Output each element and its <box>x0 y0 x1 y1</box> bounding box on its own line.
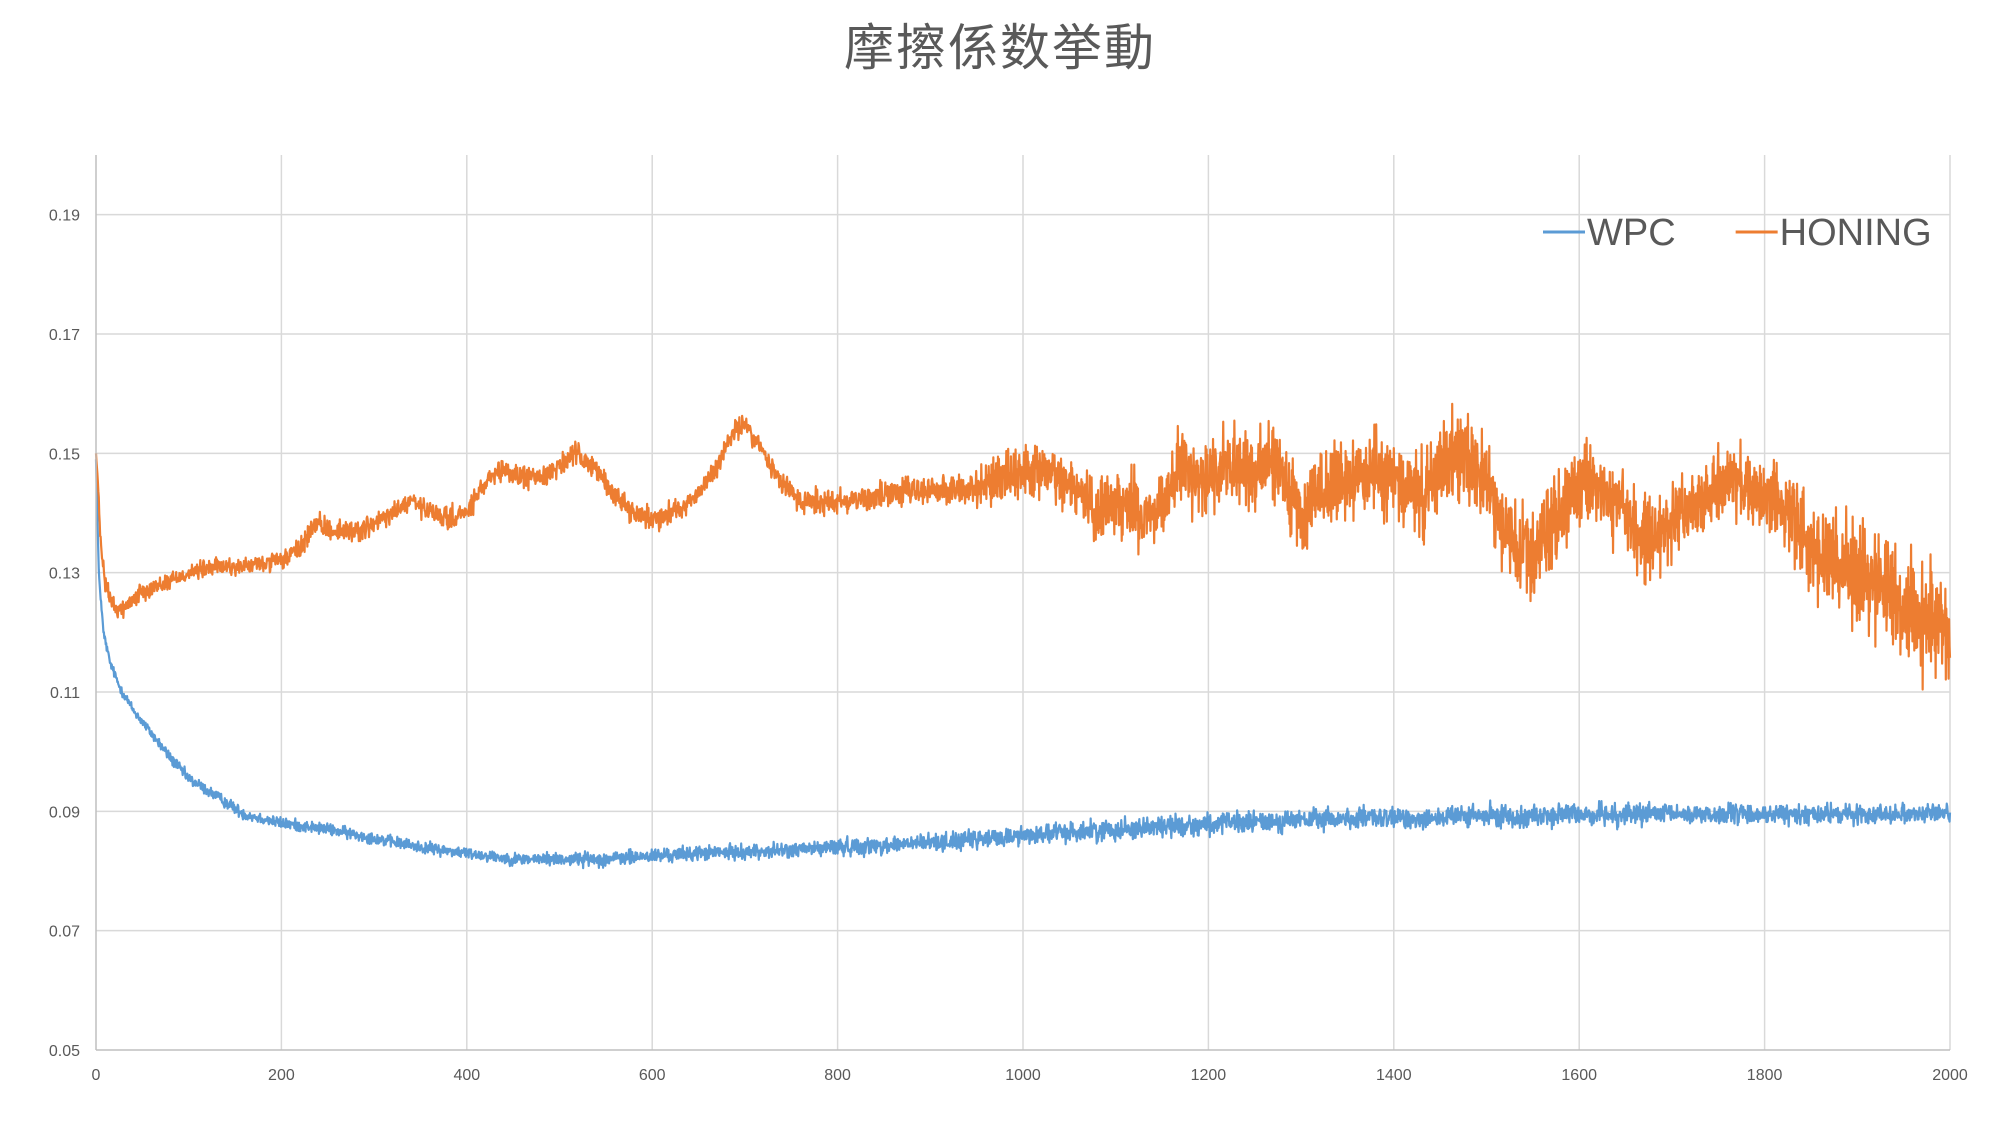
grid-layer <box>96 155 1951 1050</box>
series-line-wpc <box>94 459 1952 870</box>
y-tick-label: 0.17 <box>49 327 80 344</box>
axis-layer <box>95 155 1950 1051</box>
y-tick-label: 0.11 <box>50 685 80 702</box>
x-tick-label: 1800 <box>1747 1067 1783 1084</box>
y-tick-label: 0.07 <box>49 924 80 941</box>
series-layer <box>94 402 1952 870</box>
y-tick-label: 0.19 <box>49 208 80 225</box>
x-tick-label: 400 <box>453 1067 480 1084</box>
legend: WPC HONING <box>1543 212 1932 254</box>
x-tick-label: 1400 <box>1376 1067 1412 1084</box>
x-tick-label: 800 <box>824 1067 851 1084</box>
x-tick-label: 1600 <box>1561 1067 1597 1084</box>
x-tick-label: 1000 <box>1005 1067 1041 1084</box>
legend-label-wpc: WPC <box>1587 212 1676 254</box>
series-line-honing <box>94 402 1952 691</box>
x-tick-label: 600 <box>639 1067 666 1084</box>
legend-label-honing: HONING <box>1780 212 1932 254</box>
x-tick-label: 2000 <box>1932 1067 1968 1084</box>
x-tick-label: 0 <box>92 1067 101 1084</box>
x-tick-label: 200 <box>268 1067 295 1084</box>
y-tick-label: 0.05 <box>49 1043 80 1060</box>
y-tick-label: 0.15 <box>49 446 80 463</box>
x-tick-label: 1200 <box>1191 1067 1227 1084</box>
chart-title: 摩擦係数挙動 <box>844 19 1156 77</box>
tick-labels: 0 200 400 600 800 1000 1200 1400 1600 1800 2000 0.0… <box>49 208 1968 1084</box>
y-tick-label: 0.09 <box>49 804 80 821</box>
y-tick-label: 0.13 <box>49 566 80 583</box>
